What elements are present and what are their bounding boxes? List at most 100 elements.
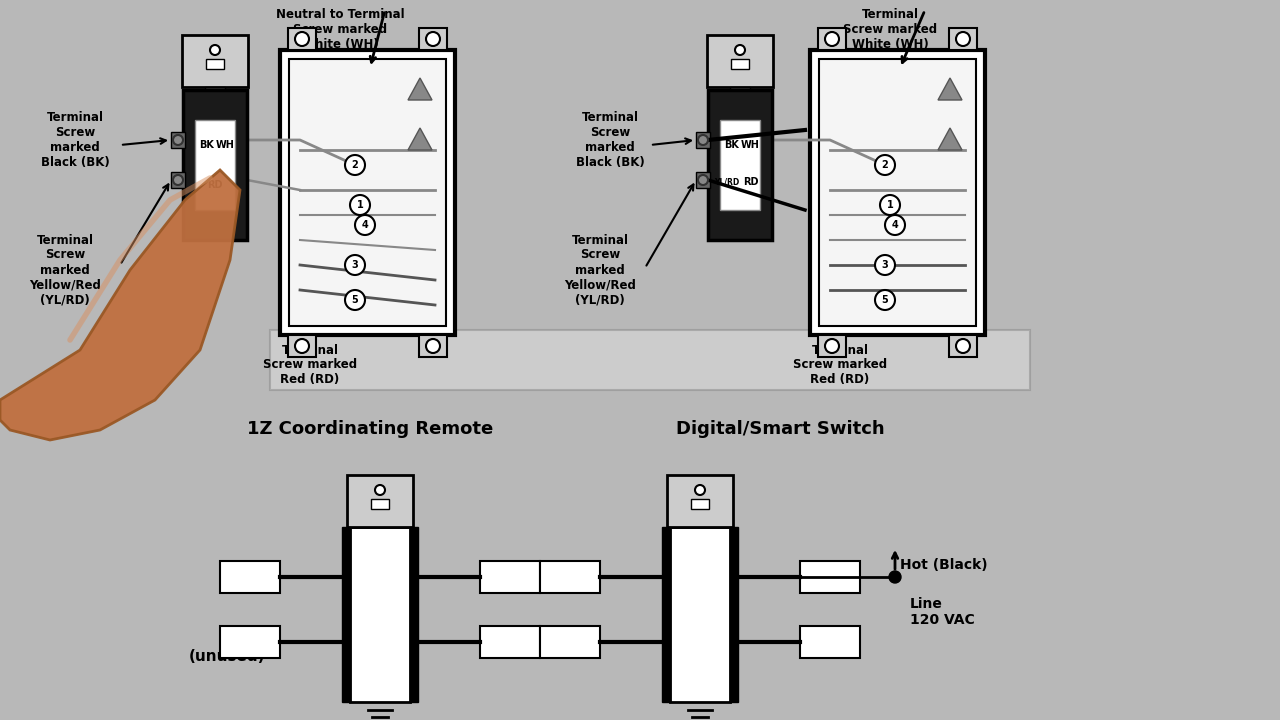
Bar — [730, 87, 750, 92]
Bar — [195, 120, 236, 210]
Text: YL/RD: YL/RD — [488, 634, 539, 649]
Bar — [800, 561, 860, 593]
Circle shape — [426, 32, 440, 46]
Text: YL/RD: YL/RD — [808, 634, 859, 649]
Text: YL/RD: YL/RD — [714, 178, 740, 186]
Circle shape — [349, 195, 370, 215]
Circle shape — [698, 175, 708, 185]
Bar — [206, 59, 224, 69]
Bar — [342, 527, 349, 702]
Bar — [696, 132, 710, 148]
Text: 4: 4 — [892, 220, 899, 230]
Text: WH: WH — [236, 570, 265, 585]
Bar — [270, 330, 1030, 390]
Text: 2: 2 — [352, 160, 358, 170]
Circle shape — [876, 255, 895, 275]
Text: Terminal
Screw marked
Red (RD): Terminal Screw marked Red (RD) — [792, 343, 887, 387]
Circle shape — [881, 195, 900, 215]
Bar — [948, 28, 977, 50]
Text: RD: RD — [561, 634, 585, 649]
Text: Line
120 VAC: Line 120 VAC — [910, 597, 975, 627]
Text: Terminal
Screw
marked
Yellow/Red
(YL/RD): Terminal Screw marked Yellow/Red (YL/RD) — [564, 233, 636, 307]
Circle shape — [956, 339, 970, 353]
Bar — [810, 50, 986, 335]
Bar — [540, 626, 600, 658]
Bar — [730, 527, 739, 702]
Circle shape — [173, 175, 183, 185]
Bar — [172, 132, 186, 148]
Polygon shape — [0, 170, 241, 440]
Text: BK: BK — [808, 570, 832, 585]
Bar — [731, 59, 749, 69]
Text: BK: BK — [200, 140, 215, 150]
Text: Hot (Black): Hot (Black) — [900, 558, 988, 572]
Text: WH: WH — [741, 140, 759, 150]
Bar — [172, 172, 186, 188]
Circle shape — [876, 290, 895, 310]
Text: 5: 5 — [352, 295, 358, 305]
Bar — [419, 28, 447, 50]
Bar — [691, 499, 709, 509]
Circle shape — [884, 215, 905, 235]
Circle shape — [346, 255, 365, 275]
Bar — [280, 50, 454, 335]
Bar — [349, 527, 410, 702]
Bar — [480, 626, 540, 658]
Bar — [371, 499, 389, 509]
Text: 3: 3 — [352, 260, 358, 270]
Text: 5: 5 — [882, 295, 888, 305]
Bar — [818, 28, 846, 50]
Bar — [662, 527, 669, 702]
Circle shape — [375, 485, 385, 495]
Bar — [480, 561, 540, 593]
Circle shape — [173, 135, 183, 145]
Bar — [347, 475, 413, 527]
Bar — [410, 527, 419, 702]
Text: Terminal
Screw marked
White (WH): Terminal Screw marked White (WH) — [844, 8, 937, 51]
Text: Terminal
Screw
marked
Black (BK): Terminal Screw marked Black (BK) — [576, 111, 644, 169]
Text: Terminal
Screw
marked
Black (BK): Terminal Screw marked Black (BK) — [41, 111, 109, 169]
Bar — [182, 35, 248, 87]
Bar — [707, 35, 773, 87]
Text: RD: RD — [207, 180, 223, 190]
Text: 2: 2 — [882, 160, 888, 170]
Text: BK
(unused): BK (unused) — [488, 561, 564, 593]
Bar — [948, 335, 977, 357]
Text: Neutral to Terminal
Screw marked
White (WH): Neutral to Terminal Screw marked White (… — [275, 8, 404, 51]
Text: 1: 1 — [357, 200, 364, 210]
Text: RD: RD — [744, 177, 759, 187]
Circle shape — [876, 155, 895, 175]
Bar — [800, 626, 860, 658]
Bar — [183, 90, 247, 240]
Bar — [818, 335, 846, 357]
Bar — [288, 335, 316, 357]
Circle shape — [695, 485, 705, 495]
Text: Digital/Smart Switch: Digital/Smart Switch — [676, 420, 884, 438]
Bar — [205, 87, 225, 92]
Bar — [220, 561, 280, 593]
Text: RD
(unused): RD (unused) — [188, 632, 265, 664]
Bar — [419, 335, 447, 357]
Text: WH: WH — [215, 140, 234, 150]
Text: 1: 1 — [887, 200, 893, 210]
Bar — [667, 475, 733, 527]
Text: WH: WH — [556, 570, 585, 585]
Text: Terminal
Screw
marked
Yellow/Red
(YL/RD): Terminal Screw marked Yellow/Red (YL/RD) — [29, 233, 101, 307]
Circle shape — [346, 290, 365, 310]
Circle shape — [826, 339, 838, 353]
Text: 3: 3 — [882, 260, 888, 270]
Polygon shape — [408, 128, 433, 150]
Circle shape — [698, 135, 708, 145]
Circle shape — [294, 32, 308, 46]
Text: 1Z Coordinating Remote: 1Z Coordinating Remote — [247, 420, 493, 438]
Circle shape — [735, 45, 745, 55]
Text: 4: 4 — [362, 220, 369, 230]
Bar — [540, 561, 600, 593]
Bar — [696, 172, 710, 188]
Circle shape — [826, 32, 838, 46]
Bar — [220, 626, 280, 658]
Circle shape — [426, 339, 440, 353]
Bar — [669, 527, 730, 702]
Circle shape — [294, 339, 308, 353]
Circle shape — [210, 45, 220, 55]
